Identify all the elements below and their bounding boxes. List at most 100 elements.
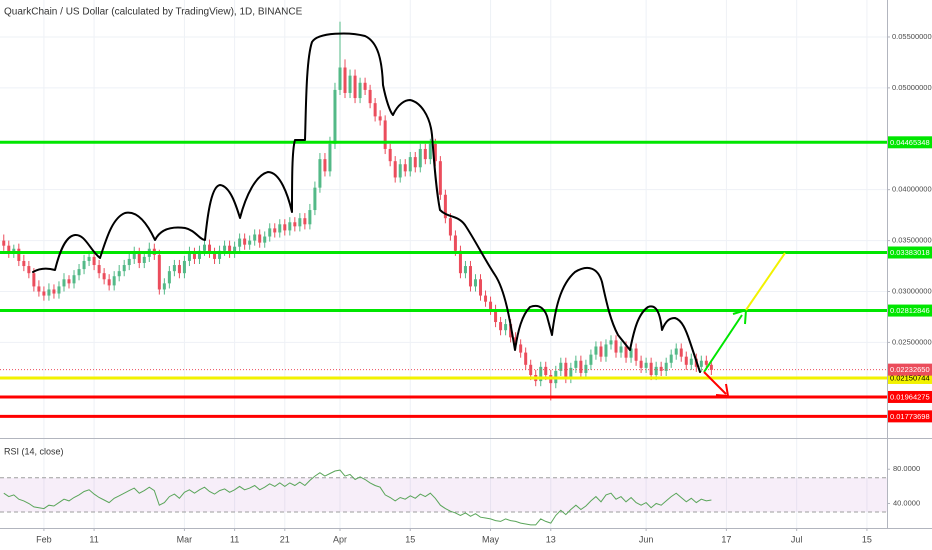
candle-body: [258, 234, 262, 243]
candle-body: [378, 116, 382, 121]
candle-body: [654, 366, 658, 375]
candle-body: [192, 252, 196, 259]
rsi-band: [0, 477, 887, 513]
arrow-head-down: [715, 383, 730, 398]
candle-body: [37, 286, 41, 292]
x-tick-label: 11: [230, 534, 239, 544]
candle-body: [328, 143, 332, 172]
candle-body: [202, 244, 206, 251]
candle-body: [458, 250, 462, 274]
x-tick-label: Jun: [639, 534, 654, 544]
candle-body: [233, 246, 237, 253]
y-tick-label: 0.03500000: [892, 236, 932, 245]
candle-body: [283, 224, 287, 231]
candle-body: [403, 164, 407, 172]
candle-body: [709, 364, 713, 370]
x-tick-label: 17: [721, 534, 731, 544]
candle-body: [489, 301, 493, 310]
level-label-bg: [888, 246, 932, 259]
candle-body: [223, 245, 227, 251]
y-tick-label: 80.0000: [893, 464, 920, 473]
candle-body: [353, 75, 357, 99]
rsi-title: RSI (14, close): [4, 446, 64, 456]
candle-body: [132, 252, 136, 259]
candle-body: [383, 120, 387, 149]
candle-body: [87, 256, 91, 261]
candle-body: [624, 346, 628, 358]
candle-body: [453, 235, 457, 251]
candle-body: [674, 348, 678, 355]
candle-body: [308, 210, 312, 225]
rsi-line: [3, 469, 712, 526]
candle-body: [599, 346, 603, 357]
candle-body: [142, 256, 146, 263]
candle-body: [363, 82, 367, 90]
candle-body: [463, 266, 467, 274]
candle-body: [172, 265, 176, 272]
candle-body: [167, 271, 171, 284]
candle-body: [659, 366, 663, 371]
level-label: 0.02150744: [890, 373, 930, 382]
candle-body: [689, 358, 693, 365]
candle-body: [137, 252, 141, 263]
candle-body: [438, 161, 442, 195]
chart-title: QuarkChain / US Dollar (calculated by Tr…: [4, 7, 303, 18]
projection-up: [703, 314, 743, 373]
candle-body: [338, 67, 342, 90]
candle-body: [47, 289, 51, 296]
candle-body: [293, 222, 297, 227]
y-tick-label: 0.05000000: [892, 83, 932, 92]
candle-body: [699, 360, 703, 367]
candle-body: [348, 75, 352, 93]
candle-body: [579, 360, 583, 373]
level-label: 0.04465348: [890, 138, 930, 147]
candle-body: [42, 291, 46, 296]
candle-body: [107, 279, 111, 286]
candle-body: [187, 252, 191, 261]
level-label: 0.01964275: [890, 392, 930, 401]
candle-body: [248, 240, 252, 245]
x-tick-label: 15: [862, 534, 872, 544]
candle-body: [509, 324, 513, 338]
candle-body: [12, 248, 16, 253]
candle-body: [609, 340, 613, 345]
candle-body: [408, 157, 412, 172]
candle-body: [288, 222, 292, 231]
x-tick-label: Apr: [333, 534, 347, 544]
candle-body: [634, 348, 638, 361]
candle-body: [117, 271, 121, 277]
candle-body: [303, 218, 307, 225]
projection-target: [745, 252, 786, 311]
candle-body: [529, 364, 533, 375]
candle-body: [614, 340, 618, 353]
candle-body: [564, 362, 568, 379]
candle-body: [499, 322, 503, 331]
candle-body: [484, 295, 488, 302]
candle-body: [418, 148, 422, 168]
candle-body: [448, 218, 452, 236]
candle-body: [473, 279, 477, 287]
candle-body: [253, 234, 257, 241]
candle-body: [589, 354, 593, 365]
chart-layer: [0, 0, 887, 528]
level-label: 0.01773698: [890, 412, 930, 421]
candle-body: [313, 187, 317, 211]
candle-body: [704, 360, 708, 365]
candle-body: [182, 260, 186, 274]
candle-body: [368, 89, 372, 104]
x-tick-label: 15: [405, 534, 415, 544]
candle-body: [122, 265, 126, 272]
candle-body: [479, 279, 483, 296]
candle-body: [388, 148, 392, 162]
candle-body: [333, 89, 337, 144]
candle-body: [428, 143, 432, 160]
y-tick-label: 0.03000000: [892, 286, 932, 295]
candle-body: [393, 161, 397, 178]
candle-body: [433, 143, 437, 162]
candle-body: [559, 362, 563, 371]
candle-body: [443, 194, 447, 219]
candle-body: [413, 157, 417, 168]
y-tick-label: 0.05500000: [892, 32, 932, 41]
pattern-drawing: [32, 32, 701, 373]
